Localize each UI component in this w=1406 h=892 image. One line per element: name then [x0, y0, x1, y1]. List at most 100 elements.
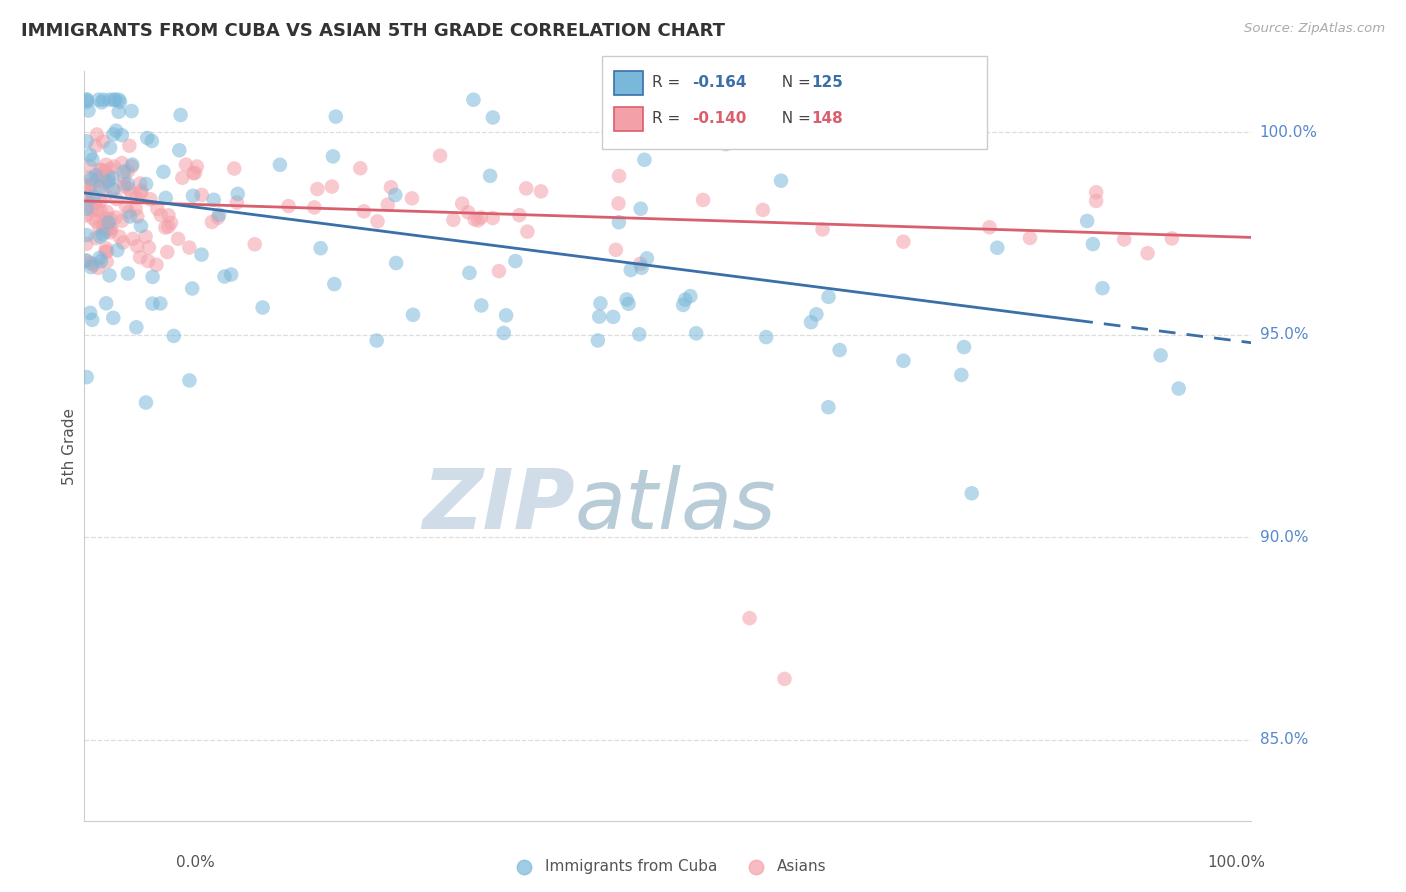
- Point: [142, 269, 165, 284]
- Point: [589, 296, 612, 310]
- Point: [202, 193, 225, 207]
- Point: [685, 326, 707, 341]
- Point: [97, 174, 120, 188]
- Point: [219, 268, 242, 282]
- Point: [104, 211, 127, 225]
- Point: [83, 258, 105, 272]
- Point: [94, 164, 117, 178]
- Point: [79, 159, 101, 173]
- Text: N =: N =: [772, 112, 815, 126]
- Point: [79, 178, 101, 193]
- Text: -0.164: -0.164: [692, 76, 747, 90]
- Point: [605, 243, 627, 257]
- Point: [101, 183, 124, 197]
- Point: [817, 290, 839, 304]
- Point: [112, 164, 135, 178]
- Point: [488, 264, 510, 278]
- Point: [91, 174, 114, 188]
- Point: [1136, 246, 1159, 260]
- Point: [149, 296, 172, 310]
- Point: [817, 401, 839, 415]
- Point: [86, 173, 108, 187]
- Point: [679, 289, 702, 303]
- Point: [97, 219, 120, 233]
- Point: [76, 93, 98, 107]
- Text: 0.0%: 0.0%: [176, 855, 215, 870]
- Point: [515, 181, 537, 195]
- Point: [112, 179, 135, 194]
- Point: [155, 220, 177, 235]
- Point: [1167, 382, 1189, 396]
- Point: [118, 138, 141, 153]
- Point: [457, 205, 479, 219]
- Point: [125, 320, 148, 334]
- Point: [451, 196, 474, 211]
- Point: [127, 239, 149, 253]
- Point: [84, 138, 107, 153]
- Point: [121, 103, 143, 118]
- Point: [112, 235, 135, 250]
- Point: [588, 310, 610, 324]
- Point: [505, 254, 527, 268]
- Point: [104, 93, 127, 107]
- Point: [323, 277, 346, 291]
- Point: [181, 188, 204, 202]
- Point: [98, 221, 121, 235]
- Point: [80, 256, 103, 270]
- Point: [96, 205, 118, 219]
- Point: [103, 183, 125, 197]
- Point: [377, 197, 399, 211]
- Text: 148: 148: [811, 112, 844, 126]
- Point: [96, 244, 118, 259]
- Point: [120, 210, 142, 224]
- Point: [76, 134, 98, 148]
- Point: [100, 222, 122, 236]
- Point: [616, 293, 638, 307]
- Point: [384, 188, 406, 202]
- Point: [630, 260, 652, 275]
- Point: [482, 111, 505, 125]
- Point: [516, 225, 538, 239]
- Point: [76, 190, 98, 204]
- Point: [84, 168, 107, 182]
- Point: [117, 177, 139, 191]
- Point: [174, 158, 197, 172]
- Point: [1160, 231, 1182, 245]
- Point: [107, 104, 129, 119]
- Point: [225, 195, 247, 210]
- Point: [169, 108, 191, 122]
- Point: [149, 208, 172, 222]
- Point: [479, 169, 502, 183]
- Point: [806, 307, 828, 321]
- Text: Source: ZipAtlas.com: Source: ZipAtlas.com: [1244, 22, 1385, 36]
- Point: [136, 254, 159, 268]
- Point: [76, 194, 98, 208]
- Point: [129, 250, 152, 264]
- Text: atlas: atlas: [575, 466, 776, 547]
- Point: [124, 202, 146, 216]
- Point: [84, 196, 107, 211]
- Point: [304, 201, 326, 215]
- Y-axis label: 5th Grade: 5th Grade: [62, 408, 77, 484]
- Point: [458, 266, 481, 280]
- Point: [127, 210, 149, 224]
- Point: [121, 158, 143, 172]
- Point: [76, 228, 98, 243]
- Point: [90, 203, 112, 218]
- Point: [84, 214, 107, 228]
- Point: [135, 177, 157, 191]
- Point: [207, 211, 229, 225]
- Point: [98, 141, 121, 155]
- Point: [243, 237, 266, 252]
- Point: [470, 298, 492, 312]
- Point: [103, 310, 125, 325]
- Point: [83, 182, 105, 196]
- Point: [82, 313, 104, 327]
- Point: [169, 143, 191, 157]
- Point: [82, 153, 104, 167]
- Point: [441, 212, 464, 227]
- Point: [353, 204, 375, 219]
- Point: [103, 128, 125, 142]
- Point: [108, 95, 131, 109]
- Point: [76, 93, 98, 107]
